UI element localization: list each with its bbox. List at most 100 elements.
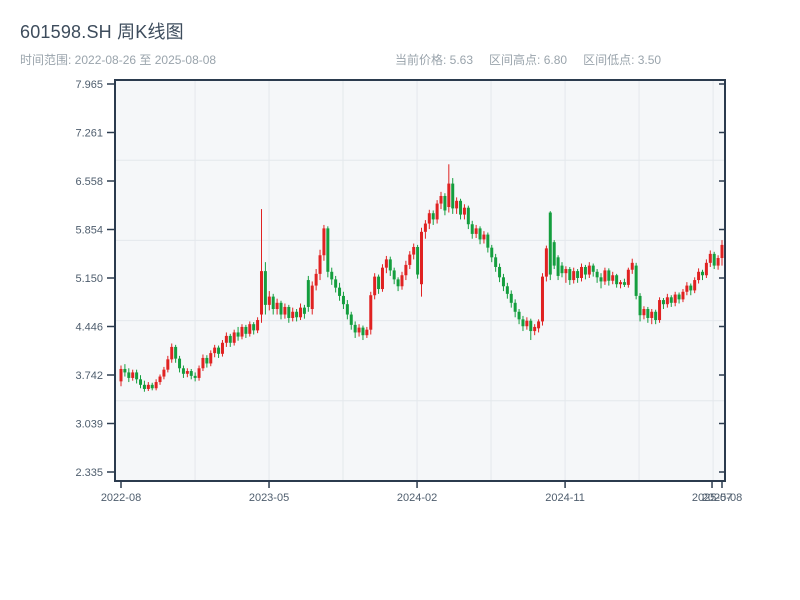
candle-body <box>158 376 162 383</box>
candle-body <box>552 242 556 266</box>
candle-body <box>396 279 400 287</box>
candle-body <box>689 285 693 291</box>
candle-body <box>505 286 509 294</box>
candle-body <box>131 372 135 378</box>
candle-body <box>583 266 587 275</box>
candle-body <box>611 275 615 281</box>
candle-body <box>154 382 158 389</box>
candle-body <box>119 368 123 382</box>
candle-body <box>661 300 665 305</box>
candle-body <box>638 295 642 316</box>
candle-body <box>377 276 381 290</box>
candle-body <box>459 200 463 215</box>
candle-body <box>326 228 330 272</box>
candle-body <box>334 279 338 288</box>
candle-body <box>142 384 146 389</box>
candle-body <box>146 384 150 389</box>
candle-body <box>560 265 564 274</box>
candle-body <box>201 357 205 369</box>
candle-body <box>271 296 275 310</box>
candle-body <box>568 269 572 281</box>
candle-body <box>540 276 544 322</box>
candle-body <box>548 212 552 275</box>
candle-body <box>697 271 701 281</box>
x-axis-label: 2025-07 <box>692 492 732 504</box>
candle-body <box>580 266 584 278</box>
candle-body <box>228 335 232 343</box>
y-axis-label: 3.742 <box>75 370 103 382</box>
candle-body <box>572 271 576 281</box>
candle-body <box>224 335 228 343</box>
candle-body <box>369 295 373 330</box>
candle-body <box>213 347 217 354</box>
candle-body <box>654 311 658 321</box>
candle-body <box>494 257 498 267</box>
y-axis-label: 2.335 <box>75 467 103 479</box>
candle-body <box>275 302 279 310</box>
candle-body <box>466 207 470 225</box>
candle-body <box>244 326 248 334</box>
candle-body <box>665 297 669 305</box>
x-axis-label: 2025-08 <box>702 492 742 504</box>
candle-body <box>361 327 365 336</box>
candle-body <box>443 195 447 211</box>
candle-body <box>712 253 716 266</box>
candle-body <box>474 228 478 234</box>
candle-body <box>365 329 369 336</box>
candle-body <box>677 294 681 300</box>
candle-body <box>439 195 443 204</box>
candle-body <box>345 304 349 315</box>
page-title: 601598.SH 周K线图 <box>20 22 184 42</box>
y-axis-label: 7.965 <box>75 79 103 91</box>
candle-body <box>267 296 271 305</box>
plot-border <box>114 79 726 482</box>
candle-body <box>295 311 299 318</box>
candle-body <box>256 320 260 331</box>
candle-body <box>455 200 459 209</box>
candle-body <box>482 234 486 240</box>
date-range-label: 时间范围: 2022-08-26 至 2025-08-08 <box>20 53 217 67</box>
chart-legend: 当前价格: 5.63 区间高点: 6.80 区间低点: 3.50 <box>395 51 661 68</box>
candle-body <box>162 369 166 377</box>
candle-body <box>279 302 283 315</box>
candle-body <box>135 372 139 380</box>
candle-body <box>299 307 303 318</box>
candle-body <box>248 324 252 334</box>
candle-body <box>435 203 439 220</box>
candle-body <box>700 271 704 276</box>
candle-body <box>404 264 408 276</box>
candle-body <box>509 293 513 303</box>
candle-body <box>622 282 626 285</box>
candle-body <box>353 324 357 333</box>
candle-body <box>420 231 423 285</box>
candle-body <box>174 346 178 359</box>
candle-body <box>447 183 451 208</box>
candle-body <box>685 285 689 292</box>
candle-body <box>513 302 517 312</box>
candle-body <box>630 262 634 270</box>
candle-body <box>525 320 529 327</box>
legend-current-price: 当前价格: 5.63 <box>395 53 474 67</box>
candle-body <box>209 353 213 364</box>
candle-body <box>720 244 724 259</box>
legend-range-low: 区间低点: 3.50 <box>583 53 662 67</box>
candle-body <box>591 265 595 272</box>
candle-body <box>564 269 568 274</box>
candle-body <box>263 271 267 305</box>
candle-body <box>642 309 646 316</box>
candle-body <box>478 228 482 240</box>
candle-body <box>185 371 189 374</box>
candle-body <box>486 234 490 248</box>
candle-body <box>193 375 197 378</box>
candle-body <box>529 320 533 332</box>
candle-body <box>232 332 236 343</box>
x-axis-label: 2024-11 <box>545 492 585 504</box>
candle-body <box>314 273 318 286</box>
candle-body <box>615 275 619 285</box>
candle-body <box>708 253 712 263</box>
x-axis-label: 2023-05 <box>249 492 289 504</box>
x-axis-label: 2022-08 <box>101 492 141 504</box>
candle-body <box>291 311 295 318</box>
y-axis-label: 5.854 <box>75 225 103 237</box>
candle-body <box>283 306 287 315</box>
